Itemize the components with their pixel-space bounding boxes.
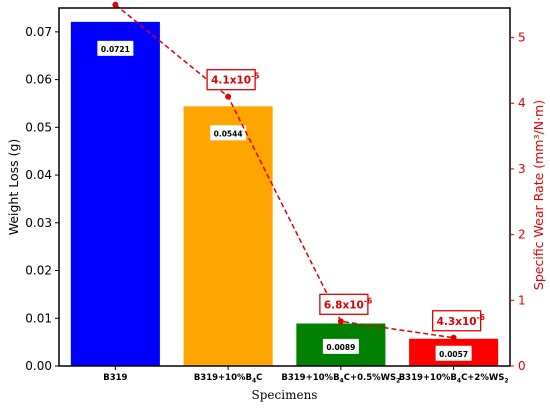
wear-rate-label-text: 4.3x10-6 (437, 313, 485, 328)
x-axis: B319 B319+10%B4C B319+10%B4C+0.5%WS2B319+1… (103, 366, 509, 385)
bar-value-text: 0.0544 (214, 129, 243, 138)
wear-rate-line (114, 4, 454, 339)
x-axis-title: Specimens (252, 388, 318, 402)
wear-rate-labels: 5.5x10-54.1x10-56.8x10-64.3x10-6 (206, 69, 485, 332)
left-tick-label: 0.04 (25, 168, 52, 182)
bar-value-labels: 0.0721 0.0544 0.0089 0.0057 (97, 40, 472, 361)
right-tick-label: 4 (518, 96, 526, 110)
left-tick-label: 0.06 (25, 73, 52, 87)
bar-value-text: 0.0721 (101, 45, 130, 54)
wear-rate-label-text: 4.1x10-5 (211, 72, 259, 87)
left-tick-label: 0.00 (25, 359, 52, 373)
right-axis: 0 1 2 3 4 5 (510, 31, 526, 373)
wear-rate-label-1: 4.1x10-5 (206, 69, 259, 91)
right-tick-label: 3 (518, 162, 526, 176)
bar-0 (70, 21, 160, 367)
wear-rate-point-2 (337, 318, 344, 325)
left-tick-label: 0.07 (25, 25, 52, 39)
right-tick-label: 0 (518, 359, 526, 373)
left-tick-label: 0.01 (25, 311, 52, 325)
plot-frame (58, 7, 511, 367)
bar-value-box (322, 338, 359, 354)
wear-rate-label-2: 6.8x10-6 (319, 293, 372, 315)
bar-value-box (210, 125, 247, 141)
y-axis-title-right: Specific Wear Rate (mm³/N·m) (531, 100, 546, 290)
bar-value-label-0: 0.0721 (97, 40, 134, 56)
bar-value-box (435, 345, 472, 361)
x-tick-label: B319+10%B4C+0.5%WS2 (281, 373, 400, 385)
left-tick-label: 0.02 (25, 264, 52, 278)
bar-value-label-3: 0.0057 (435, 345, 472, 361)
wear-rate-label-box (319, 293, 369, 315)
bar-value-label-2: 0.0089 (322, 338, 359, 354)
x-tick-label: B319+10%B4C+2%WS2 (399, 373, 509, 385)
left-tick-label: 0.05 (25, 120, 52, 134)
wear-rate-label-box (206, 69, 256, 91)
wear-rate-line-group (112, 1, 457, 341)
wear-rate-point-3 (450, 334, 457, 341)
wear-rate-label-box (431, 310, 482, 332)
right-tick-label: 1 (518, 293, 526, 307)
wear-rate-label-3: 4.3x10-6 (431, 310, 485, 332)
bar-value-box (97, 40, 134, 56)
wear-rate-point-1 (225, 93, 232, 100)
wear-rate-point-0 (112, 1, 119, 8)
x-tick-label: B319 (103, 373, 127, 383)
right-tick-label: 2 (518, 228, 526, 242)
left-axis: 0.00 0.01 0.02 0.03 0.04 0.05 0.06 0.07 (25, 25, 59, 373)
left-tick-label: 0.03 (25, 216, 52, 230)
x-tick-label: B319+10%B4C (194, 373, 263, 385)
wear-rate-label-text: 6.8x10-6 (324, 296, 372, 311)
bar-value-text: 0.0057 (439, 350, 468, 359)
right-tick-label: 5 (518, 31, 526, 45)
bar-value-text: 0.0089 (326, 343, 355, 352)
bar-value-label-1: 0.0544 (210, 125, 247, 141)
y-axis-title-left: Weight Loss (g) (6, 139, 21, 236)
bar-1 (183, 106, 273, 367)
bars-group (70, 21, 499, 367)
